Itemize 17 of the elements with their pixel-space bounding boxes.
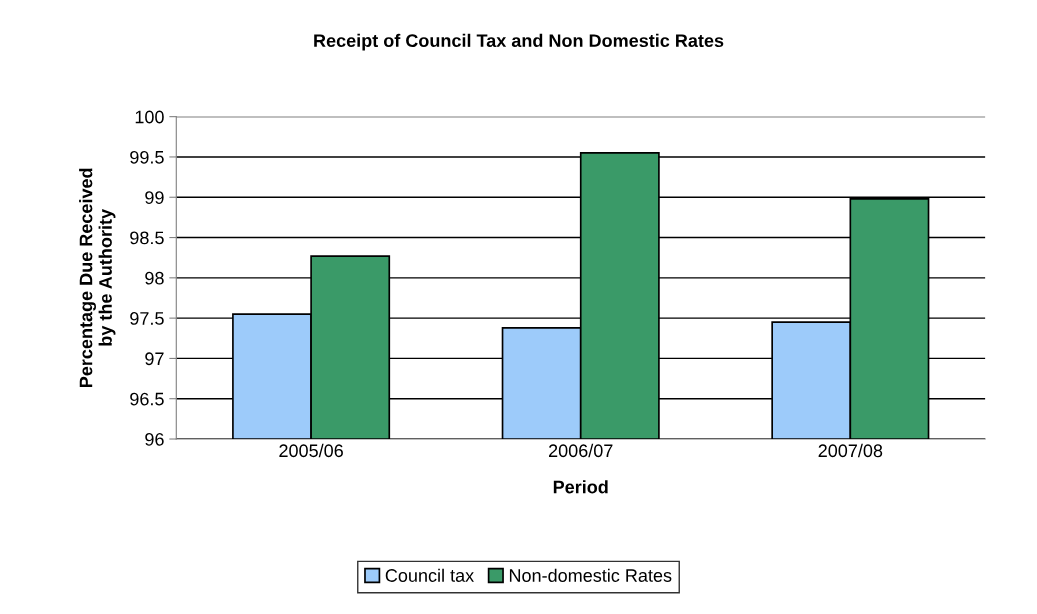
legend-label: Council tax [385, 568, 474, 582]
y-tick-label: 100 [135, 110, 164, 124]
y-tick-label: 96 [145, 432, 164, 446]
y-tick-label: 99.5 [130, 150, 164, 164]
y-tick-label: 99 [145, 191, 164, 204]
x-tick-label: 2007/08 [818, 443, 883, 458]
y-tick-label: 97 [145, 352, 164, 366]
y-axis-title: Percentage Due Received by the Authority [79, 168, 116, 388]
y-tick-label: 96.5 [130, 392, 164, 406]
y-tick-label: 97.5 [130, 312, 164, 325]
x-tick-label: 2006/07 [549, 443, 613, 458]
y-tick-label: 98.5 [130, 231, 164, 245]
y-tick-label: 98 [145, 271, 164, 285]
x-axis-title: Period [553, 480, 608, 494]
chart-title: Receipt of Council Tax and Non Domestic Rates [314, 33, 724, 51]
x-tick-label: 2005/06 [279, 443, 343, 458]
legend-label: Non-domestic Rates [509, 568, 672, 582]
